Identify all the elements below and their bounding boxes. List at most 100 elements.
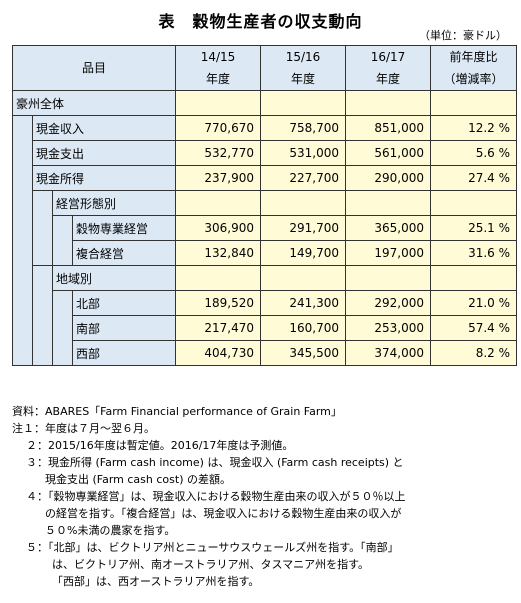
row-label: 穀物専業経営 [71,215,177,241]
header-col-change: 前年度比 （増減率） [430,45,518,91]
cell-value [345,190,432,216]
row-label: 西部 [71,340,177,366]
income-table: 品目 14/15 年度 15/16 年度 16/17 年度 前年度比 （増減率） 豪州全… [11,45,518,366]
cell-value [345,265,432,291]
header-col-1516: 15/16 年度 [260,45,347,91]
header-col-suffix: （増減率） [443,72,504,86]
page-title: 表 穀物生産者の収支動向 [158,12,363,31]
row-label: 複合経営 [71,240,177,266]
cell-value: 374,000 [345,340,432,366]
row-label: 現金収入 [31,115,177,141]
note-line: 現金支出 (Farm cash cost) の差額。 [45,473,231,486]
cell-value: 25.1 % [430,215,518,241]
cell-value: 253,000 [345,315,432,341]
cell-value: 12.2 % [430,115,518,141]
cell-value [175,190,262,216]
cell-value: 227,700 [260,165,347,191]
table-row: 現金収入 770,670 758,700 851,000 12.2 % [12,115,518,366]
header-col-year: 14/15 [200,50,236,64]
note-line: 注１：年度は７月～翌６月。 [12,422,155,435]
table-row: 北部 189,520 241,300 292,000 21.0 % [13,290,518,366]
table-row: 南部 217,470 160,700 253,000 57.4 % [13,315,518,341]
cell-value: 532,770 [175,140,262,166]
table-row: 豪州全体 [11,90,518,116]
table-row: 西部 404,730 345,500 374,000 8.2 % [13,340,518,366]
indent-cell [12,115,33,366]
cell-value: 241,300 [260,290,347,316]
cell-value: 237,900 [175,165,262,191]
table-header-row: 品目 14/15 年度 15/16 年度 16/17 年度 前年度比 （増減率） [11,45,518,91]
header-col-suffix: 年度 [206,72,231,86]
cell-value [260,190,347,216]
cell-value: 57.4 % [430,315,518,341]
cell-value: 345,500 [260,340,347,366]
header-col-title: 前年度比 [449,50,498,64]
indent-cell [52,215,73,266]
note-line: は、ビクトリア州、南オーストラリア州、タスマニア州を指す。 [52,558,370,571]
row-label: 経営形態別 [51,190,177,216]
cell-value: 292,000 [345,290,432,316]
cell-value: 21.0 % [430,290,518,316]
header-col-suffix: 年度 [291,72,316,86]
indent-cell [32,190,53,266]
note-line: ３：現金所得 (Farm cash income) は、現金収入 (Farm c… [26,456,404,469]
cell-value: 197,000 [345,240,432,266]
cell-value: 290,000 [345,165,432,191]
cell-value: 5.6 % [430,140,518,166]
indent-cell [52,290,73,366]
cell-value: 149,700 [260,240,347,266]
table-row: 現金支出 532,770 531,000 561,000 5.6 % [13,140,518,166]
header-col-year: 16/17 [370,50,406,64]
row-label: 豪州全体 [11,90,177,116]
cell-value: 770,670 [175,115,262,141]
cell-value: 404,730 [175,340,262,366]
header-item: 品目 [11,45,177,91]
cell-value: 217,470 [175,315,262,341]
note-line: ５：「北部」は、ビクトリア州とニューサウスウェールズ州を指す。「南部」 [26,541,399,554]
row-label: 現金支出 [31,140,177,166]
cell-value: 160,700 [260,315,347,341]
row-label: 地域別 [51,265,177,291]
cell-value: 27.4 % [430,165,518,191]
note-line: の経営を指す。「複合経営」は、現金収入における穀物生産由来の収入が [45,507,402,520]
cell-value: 132,840 [175,240,262,266]
cell-value [260,265,347,291]
notes: 資料：ABARES「Farm Financial performance of … [12,403,512,590]
cell-value: 306,900 [175,215,262,241]
cell-value: 758,700 [260,115,347,141]
cell-value [430,190,518,216]
header-col-1617: 16/17 年度 [345,45,432,91]
table-row: 穀物専業経営 306,900 291,700 365,000 25.1 % [13,215,518,266]
cell-value [430,265,518,291]
header-col-year: 15/16 [285,50,321,64]
source-note: 資料：ABARES「Farm Financial performance of … [12,405,342,418]
cell-value [175,265,262,291]
cell-value: 291,700 [260,215,347,241]
table-row: 複合経営 132,840 149,700 197,000 31.6 % [13,240,518,266]
cell-value: 851,000 [345,115,432,141]
note-line: ４：「穀物専業経営」は、現金収入における穀物生産由来の収入が５０％以上 [26,490,406,503]
cell-value [175,90,262,116]
note-line: ５０%未満の農家を指す。 [45,524,176,537]
note-line: 「西部」は、西オーストラリア州を指す。 [52,575,260,588]
cell-value: 8.2 % [430,340,518,366]
cell-value: 561,000 [345,140,432,166]
cell-value: 531,000 [260,140,347,166]
table-row: 地域別 [13,265,518,366]
note-line: ２：2015/16年度は暫定値。2016/17年度は予測値。 [26,439,294,452]
table-row: 現金所得 237,900 227,700 290,000 27.4 % [13,165,518,191]
table-row: 経営形態別 [13,190,518,266]
cell-value [260,90,347,116]
unit-label: （単位：豪ドル） [419,29,507,42]
cell-value: 189,520 [175,290,262,316]
cell-value [430,90,518,116]
row-label: 南部 [71,315,177,341]
row-label: 北部 [71,290,177,316]
cell-value [345,90,432,116]
cell-value: 31.6 % [430,240,518,266]
indent-cell [32,265,53,366]
header-col-suffix: 年度 [376,72,401,86]
cell-value: 365,000 [345,215,432,241]
row-label: 現金所得 [31,165,177,191]
header-col-1415: 14/15 年度 [175,45,262,91]
